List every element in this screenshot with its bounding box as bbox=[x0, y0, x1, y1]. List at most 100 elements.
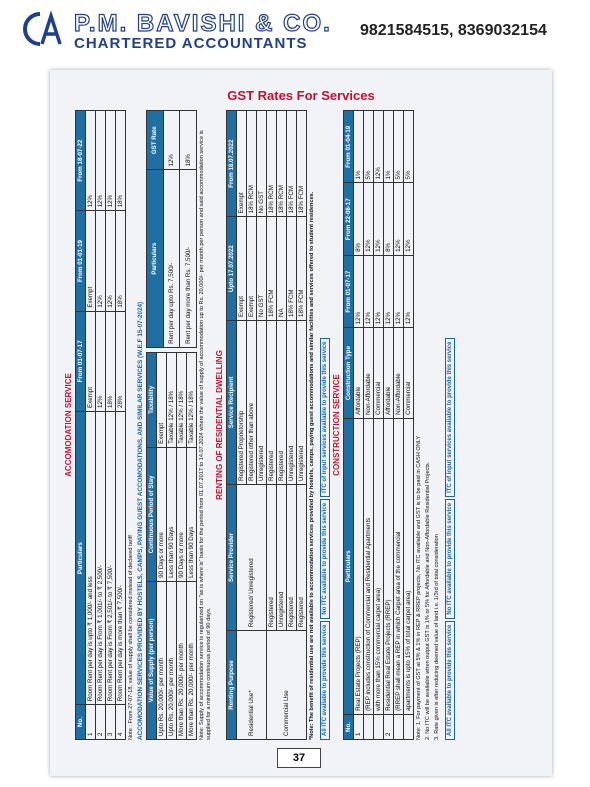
table-row: 1 Real Estate Projects (REP) Affordable … bbox=[353, 110, 364, 740]
cell: 90 Days or more bbox=[156, 447, 167, 582]
acc-h0: No. bbox=[75, 704, 86, 740]
cell: 1 bbox=[353, 714, 364, 740]
cell: 12% bbox=[363, 255, 374, 328]
rent-h0: Renting Purpose bbox=[226, 630, 237, 740]
cell: 4 bbox=[115, 704, 126, 740]
firm-subtitle: CHARTERED ACCOUNTANTS bbox=[74, 35, 308, 52]
cell: 12% bbox=[105, 210, 116, 312]
itc-all-box: All ITC available to provide this servic… bbox=[319, 620, 330, 740]
cell: Exempt bbox=[236, 110, 247, 217]
con-h1: Particulars bbox=[343, 418, 354, 715]
itc-no-box: No ITC available to provide this service bbox=[319, 498, 330, 619]
construction-note-1: Note: 1. For payment of GST at 5% & 1% i… bbox=[415, 435, 422, 740]
table-row: Rent per day upto Rs. 7,500/- 12% bbox=[163, 110, 180, 348]
cell: 12% bbox=[393, 255, 404, 328]
itc-all-box: All ITC available to provide this servic… bbox=[444, 620, 455, 740]
cell: Unregistered bbox=[296, 320, 307, 485]
stay-h2: Taxability bbox=[146, 352, 157, 448]
cell: NA bbox=[276, 216, 287, 321]
acc-h4: From 18-07-22 bbox=[75, 110, 86, 211]
cell: 12% bbox=[353, 255, 364, 328]
cell: 18% FCM bbox=[286, 110, 297, 217]
cell: Taxable 12% / 18% bbox=[186, 352, 197, 448]
cell: Room Rent per day is more than ₹ 7,500/- bbox=[115, 411, 126, 705]
cell: Upto Rs. 20,000/- per month bbox=[166, 581, 177, 740]
cell: 12% bbox=[373, 255, 384, 328]
accommodation-table: No. Particulars From 01-07-17 From 01-01… bbox=[75, 110, 126, 740]
table-row: apartments is upto 15% of total carpet a… bbox=[403, 110, 414, 740]
cell: 2 bbox=[383, 714, 394, 740]
con-h2: Construction Type bbox=[343, 327, 354, 419]
table-row: (REP includes construction of Commercial… bbox=[363, 110, 374, 740]
cell: 12% bbox=[373, 110, 384, 183]
cell: Affordable bbox=[383, 327, 394, 419]
acc-h1: Particulars bbox=[75, 411, 86, 705]
cell: Unregistered bbox=[256, 320, 267, 485]
table-row: 3 Room Rent per day is From ₹ 2,501/- to… bbox=[105, 110, 116, 740]
cell: Residential Real Estate Projects (RREP) bbox=[383, 418, 394, 715]
rate-h0: Particulars bbox=[146, 169, 164, 348]
cell: 18% FCM bbox=[286, 216, 297, 321]
acc-h2: From 01-07-17 bbox=[75, 311, 86, 412]
con-h3: From 01-07-17 bbox=[343, 255, 354, 328]
cell: 18% RCM bbox=[246, 110, 257, 217]
cell: 18% FCM bbox=[266, 216, 277, 321]
cell: 1% bbox=[383, 110, 394, 183]
cell: Affordable bbox=[353, 327, 364, 419]
cell: 12% bbox=[95, 110, 106, 211]
cell: 12% bbox=[373, 182, 384, 256]
itc-legend: All ITC available to provide this servic… bbox=[318, 110, 330, 740]
cell: 28% bbox=[115, 311, 126, 412]
cell: 2 bbox=[95, 704, 106, 740]
rent-h1: Service Provider bbox=[226, 484, 237, 631]
cell: Real Estate Projects (REP) bbox=[353, 418, 364, 715]
cell: 12% bbox=[95, 311, 106, 412]
cell: 5% bbox=[403, 110, 414, 183]
cell: Rent per day upto Rs. 7,500/- bbox=[163, 169, 180, 348]
cell: 12% bbox=[403, 182, 414, 256]
firm-logo bbox=[23, 10, 62, 46]
cell: 1% bbox=[353, 110, 364, 183]
cell bbox=[373, 714, 384, 740]
itc-legend-bottom: All ITC available to provide this servic… bbox=[443, 110, 455, 740]
cell: Registered bbox=[266, 484, 277, 631]
table-row: (RREP shall mean a REP in which Carpet a… bbox=[393, 110, 404, 740]
cell: Commercial bbox=[403, 327, 414, 419]
cell: Room Rent per day is upto ₹ 1,000/- and … bbox=[85, 411, 96, 705]
rent-h4: From 18.07.2022 bbox=[226, 110, 237, 217]
cell: 12% bbox=[393, 182, 404, 256]
cell: 12% bbox=[363, 182, 374, 256]
table-row: More than Rs. 20,000/- per month Less th… bbox=[186, 352, 197, 740]
cell: 12% bbox=[105, 110, 116, 211]
cell: 12% bbox=[383, 255, 394, 328]
table-row: 2 Room Rent per day is From ₹ 1,001/- to… bbox=[95, 110, 106, 740]
cell: (RREP shall mean a REP in which Carpet a… bbox=[393, 418, 404, 715]
cell: 18% bbox=[105, 311, 116, 412]
itc-inputs-box: ITC of input services available to provi… bbox=[444, 337, 455, 497]
table-row: Upto Rs. 20,000/- per month Less than 90… bbox=[166, 352, 177, 740]
cell bbox=[403, 714, 414, 740]
cell: Taxable 12% / 18% bbox=[176, 352, 187, 448]
cell: apartments is upto 15% of total carpet a… bbox=[403, 418, 414, 715]
table-row: 1 Room Rent per day is upto ₹ 1,000/- an… bbox=[85, 110, 96, 740]
itc-inputs-box: ITC of input services available to provi… bbox=[319, 337, 330, 497]
table-row: 4 Room Rent per day is more than ₹ 7,500… bbox=[115, 110, 126, 740]
con-h0: No. bbox=[343, 714, 354, 740]
cell: 5% bbox=[363, 110, 374, 183]
table-row: Residential Use* Registered/ Unregistere… bbox=[236, 110, 267, 740]
rotated-content: ACCOMODATION SERVICE No. Particulars Fro… bbox=[62, 110, 502, 740]
cell: Registered other than above bbox=[246, 320, 257, 485]
cell: Unregistered bbox=[276, 484, 287, 631]
cell: Residential Use* bbox=[236, 630, 267, 740]
cell: Taxable 12% / 18% bbox=[166, 352, 177, 448]
renting-note: *Note: The benefit of residential use ar… bbox=[308, 191, 315, 740]
cell: 8% bbox=[353, 182, 364, 256]
stay-h0: Value of Supply (per person) bbox=[146, 581, 157, 740]
stay-table: Value of Supply (per person) Continuous … bbox=[146, 352, 197, 740]
table-row: 2 Residential Real Estate Projects (RREP… bbox=[383, 110, 394, 740]
cell: 5% bbox=[393, 110, 404, 183]
cell: Registered bbox=[286, 484, 297, 631]
renting-table: Renting Purpose Service Provider Service… bbox=[226, 110, 307, 740]
rent-h3: Upto 17.07.2022 bbox=[226, 216, 237, 321]
rate-h1: GST Rate bbox=[146, 110, 164, 170]
